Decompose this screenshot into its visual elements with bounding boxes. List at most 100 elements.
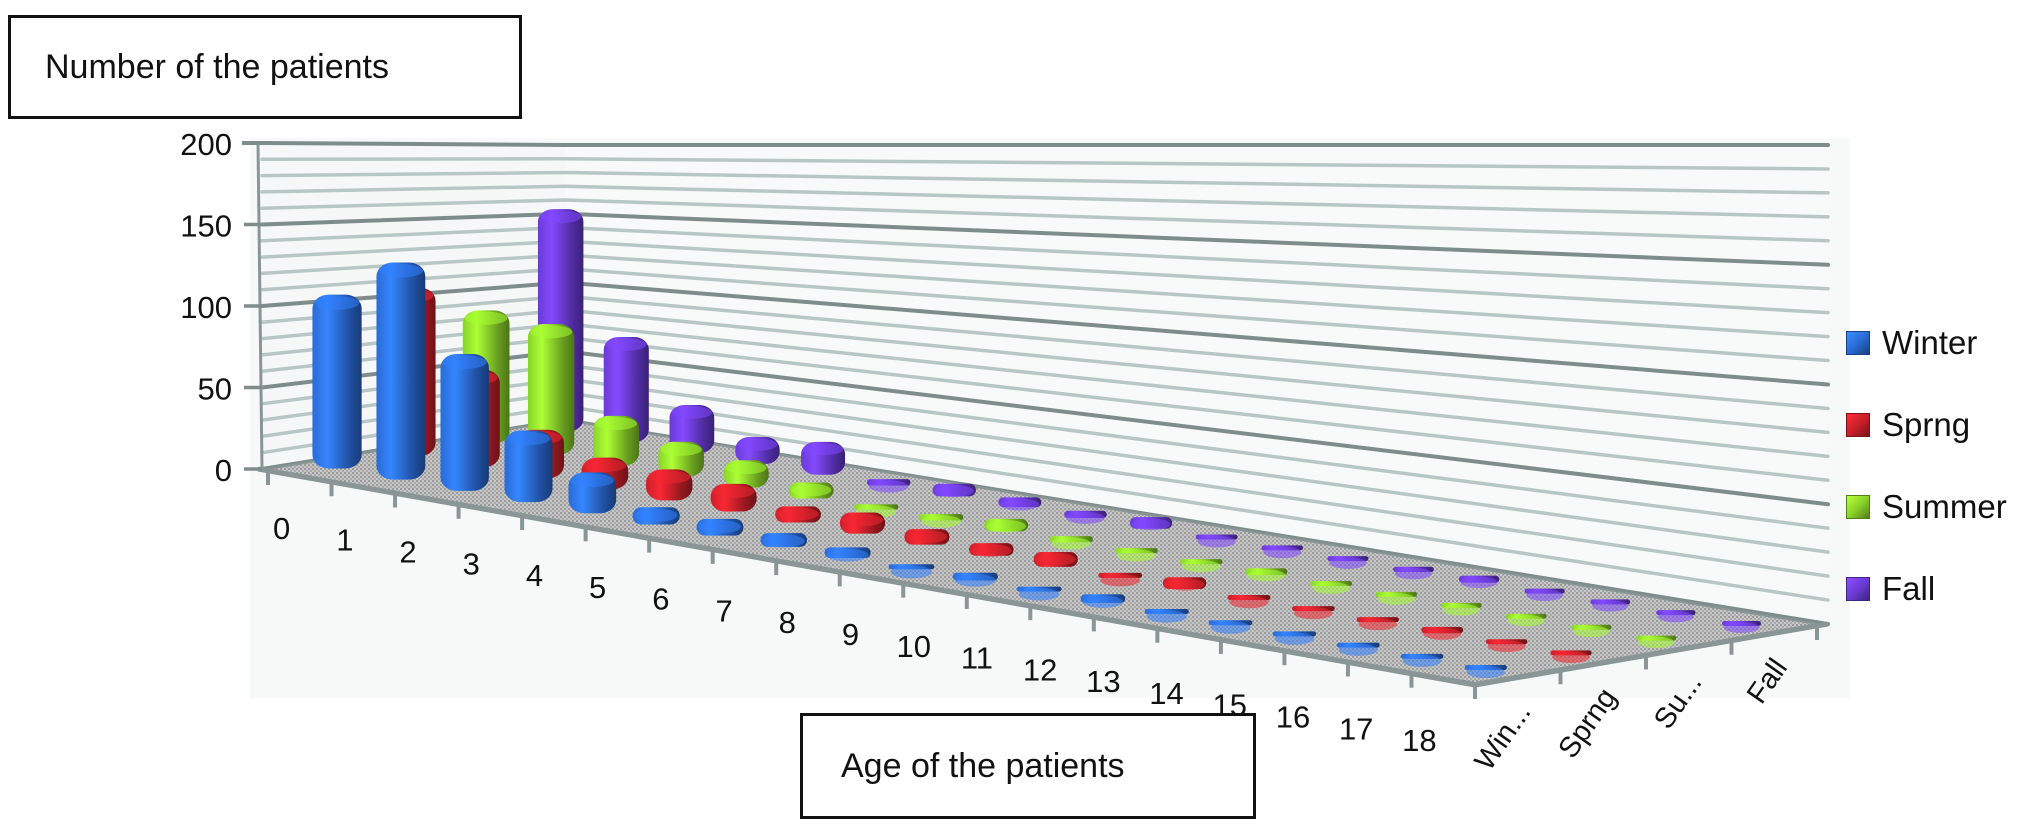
bar-fall <box>866 479 911 493</box>
bar-cap <box>1229 596 1269 609</box>
legend-item-fall: Fall <box>1846 548 2007 630</box>
bar-sprng <box>1162 577 1207 591</box>
bar-summer <box>1310 580 1353 594</box>
bar-cap <box>890 565 933 579</box>
bar-winter <box>824 547 871 562</box>
bar-summer <box>984 518 1029 533</box>
bar-summer <box>1375 591 1417 605</box>
bar-sprng <box>1550 650 1592 663</box>
bar-winter <box>696 518 744 536</box>
minor-gridline <box>260 170 1830 195</box>
bar-cap <box>790 483 832 497</box>
bar-cap <box>1329 557 1367 569</box>
bar-cap <box>530 325 573 339</box>
bar-winter <box>1336 642 1380 656</box>
bar-summer <box>1636 635 1677 648</box>
bar-summer <box>788 482 834 499</box>
bar-cap <box>671 406 713 419</box>
bar-cap <box>634 508 678 522</box>
x-axis-title: Age of the patients <box>841 746 1125 785</box>
bar-summer <box>658 441 704 477</box>
bar-cap <box>762 534 805 548</box>
bar-sprng <box>1227 595 1271 609</box>
bar-winter <box>1464 665 1507 679</box>
bar-cap <box>1035 553 1076 566</box>
bar-summer <box>527 323 575 455</box>
bar-fall <box>1064 510 1107 524</box>
bar-cap <box>1210 621 1251 634</box>
bar-sprng <box>1421 626 1464 640</box>
bar-fall <box>932 483 976 498</box>
bar-cap <box>906 530 948 543</box>
legend-label: Sprng <box>1882 406 1971 443</box>
bar-body <box>527 323 575 455</box>
bar-cap <box>841 513 884 527</box>
bar-summer <box>919 514 964 528</box>
bar-cap <box>1526 589 1563 601</box>
bar-winter <box>312 294 362 469</box>
bar-body <box>504 430 553 503</box>
bar-cap <box>1082 595 1124 608</box>
bar-cap <box>1592 600 1629 612</box>
bar-cap <box>1723 622 1760 633</box>
x-tick-label: 1 <box>336 523 353 558</box>
bar-summer <box>593 415 640 466</box>
bar-cap <box>1000 498 1040 511</box>
bar-cap <box>660 443 702 456</box>
bar-cap <box>583 458 627 473</box>
bar-summer <box>1571 624 1612 638</box>
bar-cap <box>971 544 1012 557</box>
bar-fall <box>1721 620 1761 633</box>
bar-cap <box>1146 610 1187 623</box>
bar-cap <box>1394 567 1432 580</box>
bar-cap <box>1066 511 1105 524</box>
bar-sprng <box>839 512 886 534</box>
y-tick-label: 200 <box>180 127 232 162</box>
bar-cap <box>725 461 767 475</box>
bar-sprng <box>1033 552 1078 567</box>
x-tick-label: 2 <box>399 534 416 569</box>
bar-cap <box>464 311 508 325</box>
bar-cap <box>1294 607 1333 620</box>
bar-cap <box>506 431 551 446</box>
bar-summer <box>1505 613 1547 627</box>
bar-fall <box>998 497 1042 511</box>
bar-winter <box>1208 620 1253 634</box>
major-gridline <box>260 141 1830 147</box>
bar-winter <box>1080 594 1126 608</box>
bar-summer <box>1179 559 1223 573</box>
x-tick-label: 5 <box>589 570 606 605</box>
bar-sprng <box>1292 606 1335 620</box>
bar-winter <box>504 430 553 503</box>
bar-cap <box>1572 625 1610 638</box>
bar-sprng <box>904 529 950 545</box>
bar-sprng <box>1098 572 1143 587</box>
bar-cap <box>954 574 996 587</box>
bar-sprng <box>969 543 1014 557</box>
bar-cap <box>868 480 909 493</box>
depth-tick-label: Win... <box>1469 697 1538 776</box>
bar-cap <box>803 443 844 456</box>
bar-cap <box>1274 632 1315 645</box>
back-wall <box>565 145 1828 624</box>
x-tick-label: 0 <box>273 511 290 546</box>
bar-cap <box>1657 611 1694 623</box>
y-tick-label: 150 <box>180 209 232 244</box>
bar-cap <box>595 417 638 431</box>
bar-cap <box>1442 604 1480 616</box>
bar-cap <box>934 484 974 498</box>
bar-cap <box>540 210 582 224</box>
bar-cap <box>737 438 778 451</box>
x-tick-label: 6 <box>652 582 669 617</box>
bar-cap <box>826 548 869 562</box>
bar-cap <box>1423 628 1462 640</box>
bar-cap <box>1018 587 1060 601</box>
legend-swatch-icon <box>1846 577 1870 601</box>
bar-winter <box>376 262 426 480</box>
bar-cap <box>1460 576 1498 589</box>
bar-cap <box>1164 578 1205 591</box>
bar-body <box>440 353 489 491</box>
bar-winter <box>568 472 617 514</box>
bar-winter <box>760 533 808 548</box>
